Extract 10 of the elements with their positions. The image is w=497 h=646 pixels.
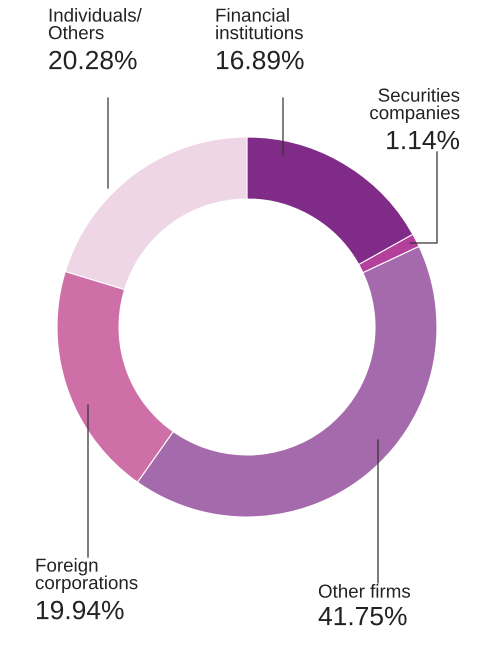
slice-label: Individuals/ Others [48,8,142,40]
data-label: 16.89% [217,50,304,70]
slice-label: Other firms [318,584,410,598]
slice-label: Securities companies [370,88,460,123]
data-label: 19.94% [37,600,124,620]
data-label: 1.14% [387,130,460,150]
slice-label: Financial institutions [216,8,303,40]
data-label: 41.75% [318,606,407,626]
slice-label: Foreign corporations [36,558,138,593]
data-label: 20.28% [49,50,137,70]
